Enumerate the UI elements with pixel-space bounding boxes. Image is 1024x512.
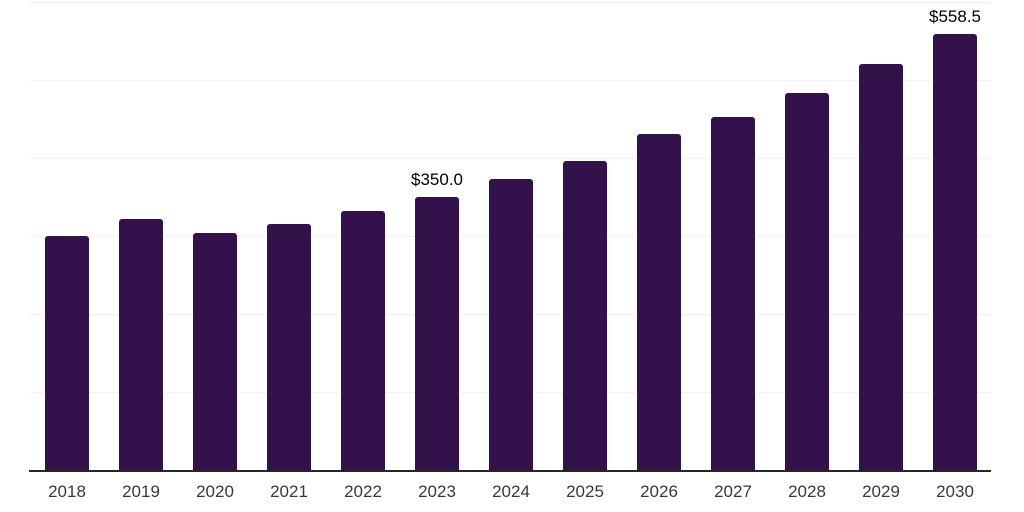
bar-2022 bbox=[341, 211, 385, 470]
x-tick-label-2028: 2028 bbox=[788, 482, 826, 501]
x-tick-label-2024: 2024 bbox=[492, 482, 530, 501]
x-tick-label-2027: 2027 bbox=[714, 482, 752, 501]
bar-2025 bbox=[563, 160, 607, 470]
x-tick-label-2021: 2021 bbox=[270, 482, 308, 501]
x-tick-label-2030: 2030 bbox=[936, 482, 974, 501]
x-tick-label-2019: 2019 bbox=[122, 482, 160, 501]
bar-2021 bbox=[267, 224, 311, 470]
x-tick-label-2026: 2026 bbox=[640, 482, 678, 501]
bar-2020 bbox=[193, 233, 237, 470]
gridline-400 bbox=[29, 158, 991, 159]
bar-2023 bbox=[415, 197, 459, 470]
x-tick-label-2020: 2020 bbox=[196, 482, 234, 501]
gridline-500 bbox=[29, 80, 991, 81]
x-tick-label-2029: 2029 bbox=[862, 482, 900, 501]
plot-area: $350.0 $558.5 bbox=[29, 2, 991, 472]
bar-2030 bbox=[933, 34, 977, 470]
bar-2026 bbox=[637, 133, 681, 470]
data-label-2023: $350.0 bbox=[411, 170, 463, 189]
bar-2028 bbox=[785, 93, 829, 470]
bar-2027 bbox=[711, 116, 755, 470]
bar-2019 bbox=[119, 219, 163, 470]
x-axis: 2018 2019 2020 2021 2022 2023 2024 2025 2026 2027… bbox=[29, 482, 991, 504]
x-tick-label-2022: 2022 bbox=[344, 482, 382, 501]
x-tick-label-2023: 2023 bbox=[418, 482, 456, 501]
data-label-2030: $558.5 bbox=[929, 7, 981, 27]
bar-2024 bbox=[489, 178, 533, 470]
bar-2029 bbox=[859, 64, 903, 470]
gridline-600 bbox=[29, 2, 991, 3]
bar-2018 bbox=[45, 236, 89, 470]
x-tick-label-2025: 2025 bbox=[566, 482, 604, 501]
x-tick-label-2018: 2018 bbox=[48, 482, 86, 501]
